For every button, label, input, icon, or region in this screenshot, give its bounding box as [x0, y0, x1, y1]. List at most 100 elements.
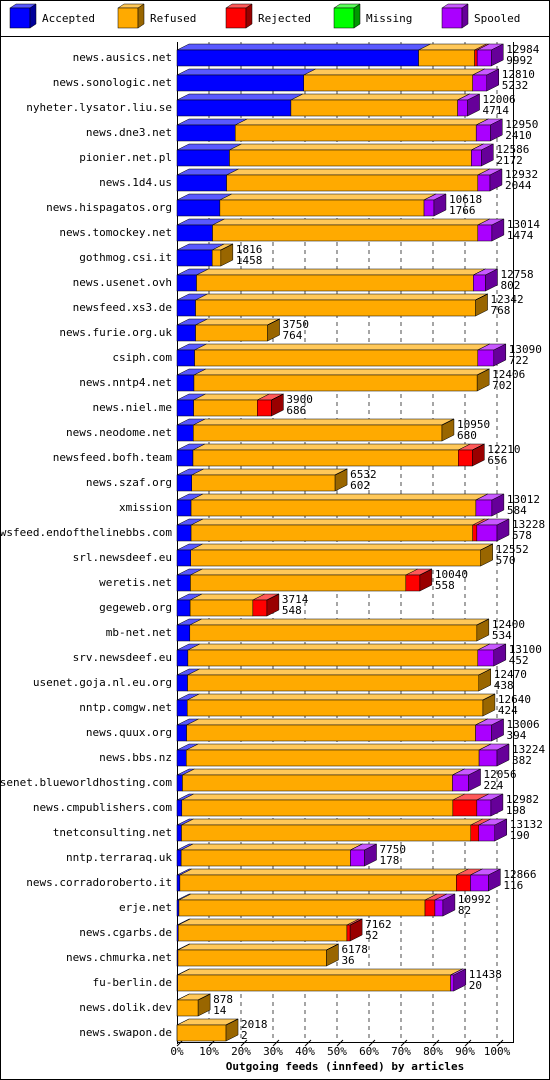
total-label: 12210 [487, 443, 520, 456]
bar-segment [478, 743, 510, 767]
bar-front [179, 874, 457, 892]
bar-side [442, 893, 456, 917]
bar-front [303, 74, 473, 92]
bar-segment [190, 518, 485, 542]
bar-front [190, 574, 407, 592]
bar-top [194, 343, 490, 351]
bar-front [182, 774, 453, 792]
bar-segment [452, 768, 481, 792]
bar-side [433, 193, 447, 217]
bar-top [186, 743, 492, 751]
bar-front [176, 149, 230, 167]
bar-side [496, 518, 510, 542]
legend-item: Refused [117, 3, 196, 29]
bar-front [176, 699, 188, 717]
bar-segment [458, 443, 485, 467]
y-tick-label: news.dolik.dev [79, 1001, 172, 1014]
bar-front [176, 449, 194, 467]
total-label: 13090 [509, 343, 542, 356]
bar-front [186, 749, 480, 767]
bar-front [477, 174, 491, 192]
bar-top [176, 68, 316, 76]
bar-front [257, 399, 272, 417]
bar-segment [193, 418, 455, 442]
bar-segment [350, 918, 363, 926]
total-label: 10040 [435, 568, 468, 581]
bar-segment [475, 493, 505, 517]
x-tick-label: 70% [391, 1045, 411, 1058]
bar-front [176, 349, 195, 367]
bar-top [182, 768, 465, 776]
bar-segment [350, 843, 377, 867]
legend-item: Rejected [225, 3, 311, 29]
bar-front [176, 274, 197, 292]
bar-segment [219, 193, 437, 217]
bar-front [475, 724, 492, 742]
bar-segment [303, 68, 485, 92]
total-label: 2018 [241, 1018, 267, 1031]
bar-front [187, 674, 480, 692]
x-tick-label: 50% [327, 1045, 347, 1058]
accepted-label: 438 [494, 679, 514, 692]
bar-segment [176, 143, 242, 167]
bar-front [186, 724, 476, 742]
bar-side [481, 143, 494, 167]
bar-front [176, 399, 194, 417]
total-label: 13014 [507, 218, 540, 231]
y-tick-label: xmission [119, 501, 172, 514]
total-label: 1816 [236, 243, 263, 256]
total-label: 12586 [496, 143, 529, 156]
y-tick-label: news.niel.me [93, 401, 172, 414]
total-label: 12982 [506, 793, 539, 806]
bar-segment [181, 818, 483, 842]
legend-swatch [441, 7, 463, 29]
accepted-label: 722 [509, 354, 529, 367]
bar-front [476, 524, 498, 542]
bar-segment [186, 693, 496, 717]
bar-front [476, 799, 492, 817]
total-label: 12640 [498, 693, 531, 706]
bar-top [179, 868, 469, 876]
y-tick-label: fu-berlin.de [93, 976, 172, 989]
y-tick-label: gegeweb.org [99, 601, 172, 614]
bar-front [190, 524, 473, 542]
y-tick-label: news.sonologic.net [53, 76, 172, 89]
legend-label: Refused [150, 12, 196, 25]
x-tick-label: 90% [455, 1045, 475, 1058]
x-tick-label: 30% [263, 1045, 283, 1058]
bar-top [482, 693, 496, 701]
accepted-label: 382 [512, 754, 532, 767]
bar-segment [441, 418, 455, 426]
bar-segment [192, 443, 471, 467]
x-tick-label: 100% [484, 1045, 511, 1058]
bar-front [290, 99, 458, 117]
bar-segment [190, 543, 493, 567]
bar-segment [477, 368, 490, 376]
bar-segment [178, 918, 360, 942]
y-tick-label: news.neodome.net [66, 426, 172, 439]
accepted-label: 5232 [502, 79, 529, 92]
bar-segment [176, 568, 203, 592]
bar-segment [176, 293, 208, 317]
bar-segment [257, 393, 284, 417]
bar-front [176, 874, 181, 892]
y-tick-label: mb-net.net [106, 626, 172, 639]
bar-front [176, 549, 192, 567]
total-label: 12552 [496, 543, 529, 556]
bar-front [176, 224, 213, 242]
bar-side [491, 718, 504, 742]
bar-segment [178, 893, 438, 917]
bar-segment [182, 768, 465, 792]
x-tick-label: 40% [295, 1045, 315, 1058]
bar-top [326, 943, 339, 951]
bar-top [191, 468, 348, 476]
bar-top [189, 618, 489, 626]
accepted-label: 802 [500, 279, 520, 292]
bar-front [176, 674, 188, 692]
bar-front [475, 499, 493, 517]
bar-segment [176, 93, 304, 117]
bar-side [468, 768, 481, 792]
bar-front [176, 49, 419, 67]
bar-segment [470, 868, 501, 892]
x-tick-label: 60% [359, 1045, 379, 1058]
